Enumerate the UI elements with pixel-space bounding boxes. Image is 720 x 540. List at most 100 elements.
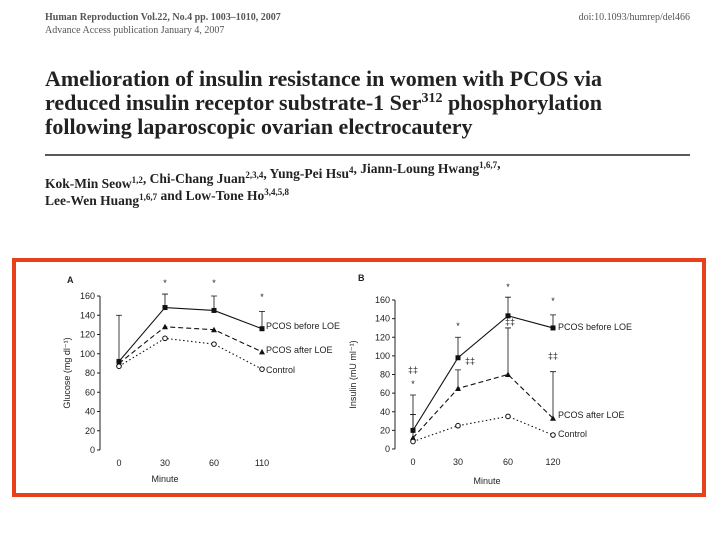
- marker: [455, 422, 461, 429]
- error-bar: [455, 336, 461, 358]
- highlight-box: [12, 258, 706, 497]
- marker: [550, 432, 556, 438]
- error-bar: [455, 369, 461, 389]
- y-tick-label: 160: [375, 295, 390, 305]
- marker: [162, 335, 168, 342]
- series-line: [412, 315, 554, 431]
- title-line: Amelioration of insulin resistance in wo…: [45, 66, 602, 91]
- y-tick-label: 100: [80, 349, 95, 359]
- journal: Human Reproduction Vol.22, No.4 pp. 1003…: [45, 12, 281, 23]
- x-tick-label: 0: [116, 458, 121, 468]
- legend-label: PCOS before LOE: [558, 322, 632, 332]
- annotation: *: [411, 379, 415, 389]
- series-line: [118, 326, 263, 364]
- x-tick-label: 60: [503, 457, 513, 467]
- doi: doi:10.1093/humrep/del466: [579, 12, 690, 23]
- title-text: reduced insulin receptor substrate-1 Ser: [45, 90, 422, 115]
- y-tick-label: 120: [375, 332, 390, 342]
- affiliation: 1,6,7: [139, 192, 158, 202]
- marker: [550, 415, 556, 421]
- series-line: [118, 337, 263, 370]
- y-tick-label: 60: [380, 388, 390, 398]
- marker: [116, 363, 122, 370]
- annotation: *: [163, 278, 167, 288]
- affiliation: 3,4,5,8: [264, 187, 289, 197]
- marker: [259, 366, 265, 372]
- x-axis-label: Minute: [473, 476, 500, 486]
- author-name: , Yung-Pei Hsu: [263, 166, 349, 181]
- author-name: ,: [497, 156, 500, 171]
- panel-label: B: [358, 273, 365, 283]
- y-tick-label: 120: [80, 330, 95, 340]
- series-line: [412, 415, 554, 443]
- x-tick-label: 30: [453, 457, 463, 467]
- annotation: *: [212, 278, 216, 288]
- title-line: following laparoscopic ovarian electroca…: [45, 114, 473, 139]
- marker: [162, 305, 168, 311]
- legend-label: PCOS after LOE: [558, 410, 625, 420]
- error-bar: [410, 414, 416, 438]
- affiliation: 1,2: [132, 175, 144, 185]
- title-sup: 312: [421, 91, 442, 106]
- y-tick-label: 80: [380, 370, 390, 380]
- marker: [259, 326, 265, 332]
- author-line: Lee-Wen Huang1,6,7 and Low-Tone Ho3,4,5,…: [45, 187, 290, 208]
- annotation: ‡‡: [465, 356, 475, 366]
- marker: [505, 313, 511, 319]
- authors: Kok-Min Seow1,2, Chi-Chang Juan2,3,4, Yu…: [45, 156, 501, 208]
- legend-label: Control: [266, 365, 295, 375]
- marker: [505, 413, 511, 420]
- x-tick-label: 120: [545, 457, 560, 467]
- error-bar: [550, 371, 556, 419]
- x-tick-label: 30: [160, 458, 170, 468]
- y-tick-label: 160: [80, 291, 95, 301]
- annotation: ‡‡: [505, 317, 515, 327]
- affiliation: 4: [349, 165, 354, 175]
- series-line: [118, 306, 263, 362]
- annotation: *: [551, 296, 555, 306]
- title-line: reduced insulin receptor substrate-1 Ser…: [45, 90, 602, 115]
- y-axis-label: Glucose (mg dl⁻¹): [62, 337, 72, 408]
- author-line: Kok-Min Seow1,2, Chi-Chang Juan2,3,4, Yu…: [45, 156, 501, 191]
- y-tick-label: 0: [90, 445, 95, 455]
- y-tick-label: 140: [80, 310, 95, 320]
- error-bar: [505, 327, 511, 375]
- series-line: [412, 373, 554, 439]
- marker: [259, 348, 265, 355]
- y-tick-label: 0: [385, 444, 390, 454]
- marker: [410, 434, 416, 441]
- marker: [455, 355, 461, 361]
- marker: [211, 341, 217, 347]
- marker: [162, 323, 168, 330]
- y-tick-label: 40: [380, 407, 390, 417]
- annotation: *: [456, 321, 460, 331]
- y-axis-label: Insulin (mU ml⁻¹): [348, 340, 358, 408]
- x-axis-label: Minute: [151, 474, 178, 484]
- affiliation: 2,3,4: [245, 170, 264, 180]
- author-name: Kok-Min Seow: [45, 176, 132, 191]
- x-tick-label: 60: [209, 458, 219, 468]
- affiliation: 1,6,7: [479, 160, 498, 170]
- x-tick-label: 0: [410, 457, 415, 467]
- legend-label: PCOS after LOE: [266, 345, 333, 355]
- y-tick-label: 100: [375, 351, 390, 361]
- marker: [550, 325, 556, 331]
- advance-access: Advance Access publication January 4, 20…: [45, 25, 224, 36]
- author-name: Lee-Wen Huang: [45, 193, 139, 208]
- error-bar: [505, 296, 511, 316]
- y-tick-label: 20: [85, 426, 95, 436]
- annotation: *: [260, 292, 264, 302]
- error-bar: [259, 311, 265, 329]
- charts: A 0 20 40 60 80 100 120 140 160 0 30 60 110 Minute Gluc…: [62, 273, 632, 486]
- marker: [211, 326, 217, 333]
- title-text: phosphorylation: [442, 90, 602, 115]
- author-name: , Jiann-Loung Hwang: [353, 161, 479, 176]
- y-tick-label: 140: [375, 314, 390, 324]
- panel-label: A: [67, 275, 74, 285]
- author-name: , Chi-Chang Juan: [143, 171, 246, 186]
- marker: [455, 385, 461, 391]
- y-tick-label: 20: [380, 425, 390, 435]
- y-tick-label: 60: [85, 387, 95, 397]
- marker: [505, 371, 511, 377]
- marker: [410, 438, 416, 445]
